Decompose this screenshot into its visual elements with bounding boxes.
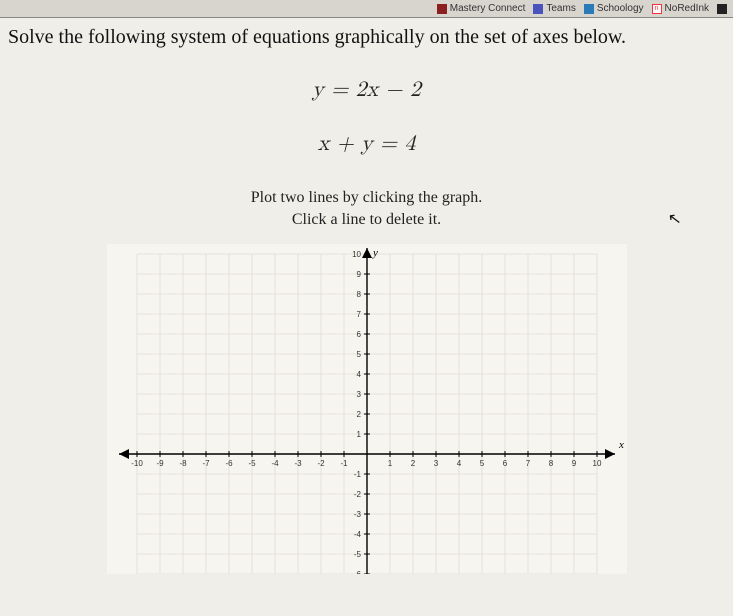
svg-text:-2: -2 [353,490,361,499]
svg-text:6: 6 [502,459,507,468]
equation-1: y = 2x − 2 [8,77,725,103]
svg-text:-4: -4 [353,530,361,539]
svg-text:-8: -8 [179,459,187,468]
svg-text:-9: -9 [156,459,164,468]
svg-text:-6: -6 [353,570,361,574]
svg-text:7: 7 [525,459,530,468]
svg-text:4: 4 [456,459,461,468]
svg-text:10: 10 [352,250,361,259]
svg-text:2: 2 [356,410,361,419]
problem-content: Solve the following system of equations … [0,18,733,574]
svg-text:-2: -2 [317,459,325,468]
svg-text:-5: -5 [353,550,361,559]
instruction-line-1: Plot two lines by clicking the graph. [8,187,725,209]
svg-text:7: 7 [356,310,361,319]
svg-text:1: 1 [387,459,392,468]
svg-text:9: 9 [356,270,361,279]
svg-text:10: 10 [592,459,601,468]
tab-extra[interactable] [717,4,727,14]
svg-text:5: 5 [479,459,484,468]
svg-text:-3: -3 [353,510,361,519]
svg-text:6: 6 [356,330,361,339]
problem-title: Solve the following system of equations … [8,26,725,49]
cursor-icon: ↖ [666,208,682,230]
noredink-icon: n [652,4,662,14]
tab-label: Teams [546,3,575,14]
teams-icon [533,4,543,14]
svg-text:-1: -1 [340,459,348,468]
svg-text:-1: -1 [353,470,361,479]
svg-text:-6: -6 [225,459,233,468]
extra-icon [717,4,727,14]
svg-text:y: y [372,247,378,259]
browser-tab-bar: Mastery Connect Teams Schoology n NoRedI… [0,0,733,18]
svg-text:-3: -3 [294,459,302,468]
svg-text:3: 3 [433,459,438,468]
equations-block: y = 2x − 2 x + y = 4 [8,77,725,157]
graph-svg[interactable]: -10 -9 -8 -7 -6 -5 -4 -3 -2 -1 1 2 3 4 5 6 7 8 9 10 1 2 3 4 5 6 7 8… [107,244,627,574]
svg-text:2: 2 [410,459,415,468]
tab-schoology[interactable]: Schoology [584,3,644,14]
svg-text:-7: -7 [202,459,210,468]
tab-label: NoRedInk [665,3,709,14]
coordinate-graph[interactable]: -10 -9 -8 -7 -6 -5 -4 -3 -2 -1 1 2 3 4 5 6 7 8 9 10 1 2 3 4 5 6 7 8… [107,244,627,574]
tab-mastery-connect[interactable]: Mastery Connect [437,3,526,14]
svg-text:8: 8 [356,290,361,299]
svg-text:1: 1 [356,430,361,439]
svg-text:9: 9 [571,459,576,468]
svg-text:x: x [618,439,624,451]
svg-text:-10: -10 [131,459,143,468]
tab-label: Schoology [597,3,644,14]
svg-text:5: 5 [356,350,361,359]
svg-text:8: 8 [548,459,553,468]
equation-2: x + y = 4 [8,131,725,157]
tab-teams[interactable]: Teams [533,3,575,14]
instruction-line-2: Click a line to delete it. [8,209,725,231]
svg-text:-4: -4 [271,459,279,468]
tab-label: Mastery Connect [450,3,526,14]
mastery-connect-icon [437,4,447,14]
svg-text:4: 4 [356,370,361,379]
schoology-icon [584,4,594,14]
svg-text:3: 3 [356,390,361,399]
svg-text:-5: -5 [248,459,256,468]
instructions: Plot two lines by clicking the graph. Cl… [8,187,725,232]
tab-noredink[interactable]: n NoRedInk [652,3,709,14]
